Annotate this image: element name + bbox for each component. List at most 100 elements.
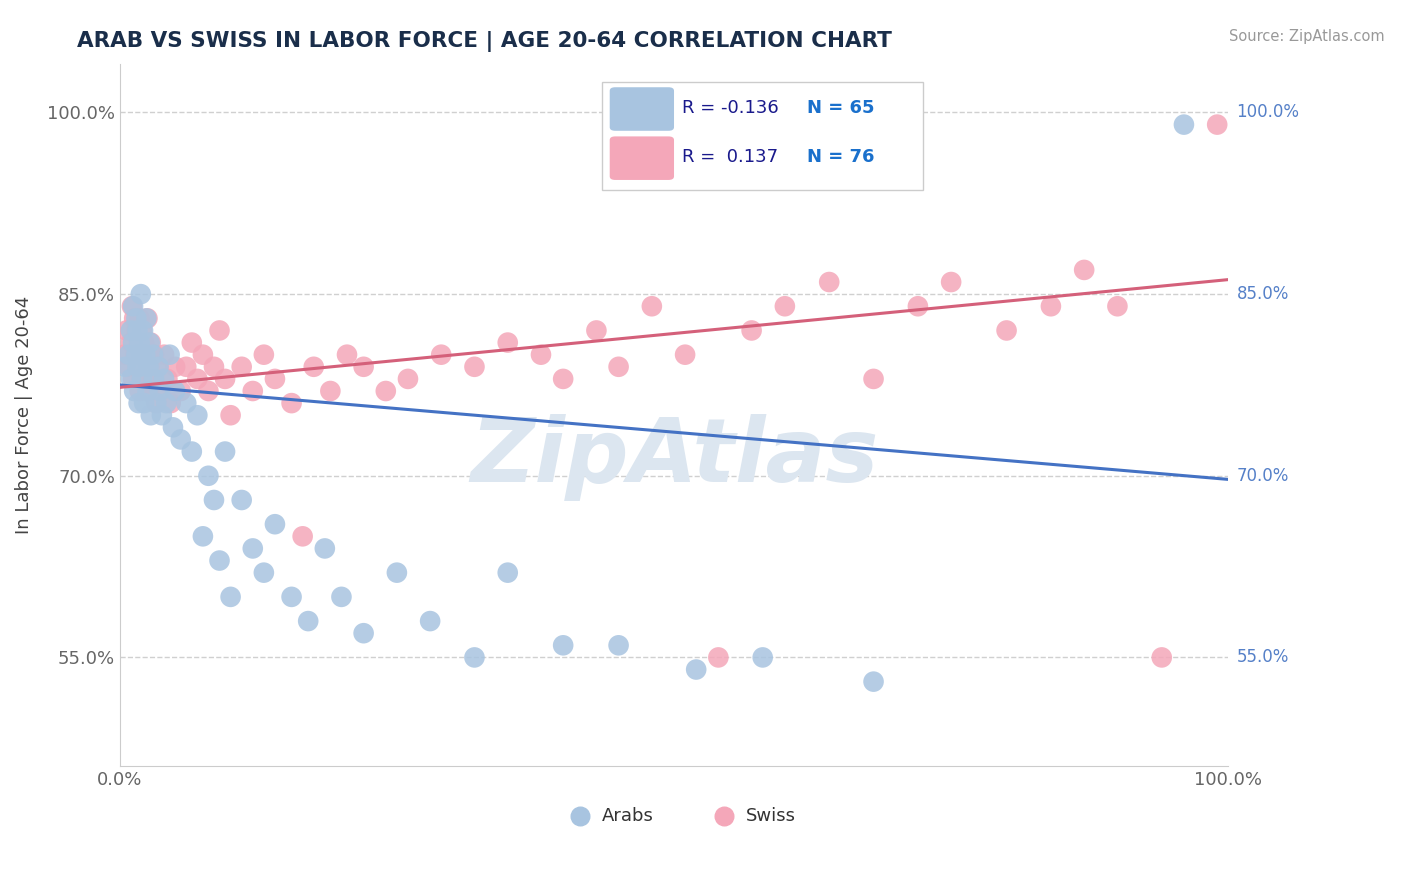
- Point: [155, 396, 177, 410]
- Point: [138, 359, 160, 374]
- Point: [120, 335, 142, 350]
- Point: [139, 409, 162, 423]
- Point: [242, 384, 264, 398]
- Point: [129, 348, 152, 362]
- Point: [336, 348, 359, 362]
- Point: [214, 444, 236, 458]
- Point: [131, 348, 153, 362]
- Point: [124, 348, 146, 362]
- Point: [202, 493, 225, 508]
- Point: [114, 359, 136, 374]
- Point: [127, 359, 149, 374]
- Point: [264, 517, 287, 532]
- Point: [208, 323, 231, 337]
- Point: [135, 311, 157, 326]
- Point: [132, 323, 155, 337]
- Point: [1073, 263, 1095, 277]
- Point: [396, 372, 419, 386]
- Point: [117, 359, 139, 374]
- Point: [153, 348, 176, 362]
- Point: [134, 348, 156, 362]
- Point: [128, 335, 150, 350]
- FancyBboxPatch shape: [610, 136, 673, 180]
- Text: 85.0%: 85.0%: [1237, 285, 1289, 303]
- Point: [197, 468, 219, 483]
- Point: [142, 372, 165, 386]
- Point: [219, 409, 242, 423]
- Point: [122, 372, 145, 386]
- Text: Arabs: Arabs: [602, 806, 654, 824]
- Point: [741, 323, 763, 337]
- Text: ZipAtlas: ZipAtlas: [470, 414, 879, 501]
- Point: [191, 529, 214, 543]
- Point: [121, 299, 143, 313]
- Point: [153, 372, 176, 386]
- Point: [128, 396, 150, 410]
- Point: [145, 396, 167, 410]
- Point: [120, 372, 142, 386]
- Point: [280, 590, 302, 604]
- Point: [264, 372, 287, 386]
- Point: [430, 348, 453, 362]
- Point: [186, 409, 208, 423]
- Point: [134, 335, 156, 350]
- Point: [186, 372, 208, 386]
- Point: [353, 626, 375, 640]
- Point: [319, 384, 342, 398]
- Point: [132, 359, 155, 374]
- Point: [297, 614, 319, 628]
- Point: [117, 348, 139, 362]
- Point: [202, 359, 225, 374]
- Point: [127, 359, 149, 374]
- Point: [125, 323, 148, 337]
- Point: [607, 359, 630, 374]
- Point: [291, 529, 314, 543]
- Point: [142, 348, 165, 362]
- Point: [707, 650, 730, 665]
- Point: [125, 311, 148, 326]
- Point: [1206, 118, 1229, 132]
- Point: [197, 384, 219, 398]
- Point: [122, 384, 145, 398]
- Point: [112, 348, 135, 362]
- Point: [138, 359, 160, 374]
- Point: [1107, 299, 1129, 313]
- Point: [120, 323, 142, 337]
- Text: N = 65: N = 65: [807, 99, 875, 118]
- Point: [136, 311, 159, 326]
- Text: N = 76: N = 76: [807, 148, 875, 167]
- Point: [143, 372, 166, 386]
- Text: 55.0%: 55.0%: [1237, 648, 1289, 666]
- Point: [128, 384, 150, 398]
- Point: [159, 348, 181, 362]
- Point: [122, 335, 145, 350]
- Point: [162, 420, 184, 434]
- Point: [149, 384, 172, 398]
- Point: [165, 384, 187, 398]
- Point: [127, 323, 149, 337]
- Point: [553, 638, 575, 652]
- Point: [253, 566, 276, 580]
- Text: Source: ZipAtlas.com: Source: ZipAtlas.com: [1229, 29, 1385, 44]
- Point: [685, 663, 707, 677]
- FancyBboxPatch shape: [610, 87, 673, 131]
- Point: [148, 359, 170, 374]
- FancyBboxPatch shape: [602, 82, 924, 191]
- Point: [1150, 650, 1173, 665]
- Point: [156, 372, 179, 386]
- Point: [773, 299, 796, 313]
- Point: [302, 359, 325, 374]
- Point: [180, 335, 202, 350]
- Point: [907, 299, 929, 313]
- Y-axis label: In Labor Force | Age 20-64: In Labor Force | Age 20-64: [15, 296, 32, 534]
- Point: [585, 323, 607, 337]
- Point: [174, 359, 197, 374]
- Point: [862, 372, 884, 386]
- Point: [143, 348, 166, 362]
- Point: [231, 493, 253, 508]
- Point: [463, 359, 485, 374]
- Point: [191, 348, 214, 362]
- Point: [139, 335, 162, 350]
- Point: [135, 348, 157, 362]
- Point: [174, 396, 197, 410]
